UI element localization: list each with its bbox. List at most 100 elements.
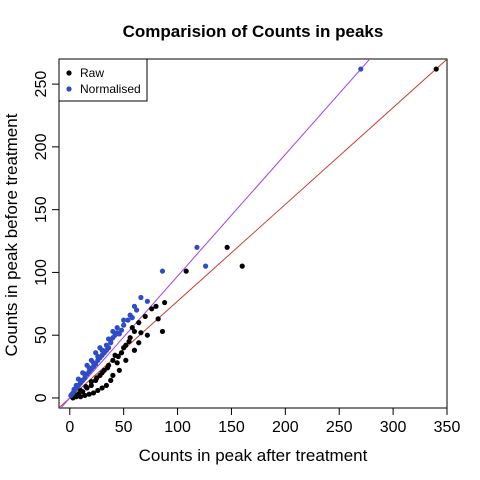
data-point: [80, 370, 86, 376]
data-point: [358, 66, 364, 72]
data-point: [121, 345, 127, 351]
data-point: [123, 357, 129, 363]
points-layer: [68, 66, 439, 401]
data-point: [73, 382, 79, 389]
data-point: [82, 392, 88, 399]
data-point: [94, 375, 100, 381]
data-point: [433, 66, 439, 72]
data-point: [149, 306, 155, 312]
data-point: [118, 350, 125, 356]
x-tick-label: 150: [218, 419, 245, 436]
legend: Raw Normalised: [58, 58, 148, 102]
legend-box: [58, 58, 148, 102]
y-axis-label: Counts in peak before treatment: [2, 113, 21, 356]
data-point: [103, 342, 110, 348]
data-point: [88, 379, 94, 385]
data-point: [162, 299, 168, 306]
x-tick-label: 200: [272, 419, 299, 436]
x-axis-label: Counts in peak after treatment: [139, 446, 368, 465]
data-point: [129, 325, 135, 331]
data-point: [68, 392, 74, 399]
data-point: [155, 316, 161, 322]
data-point: [125, 317, 131, 323]
series-normalised: [68, 66, 364, 399]
data-point: [126, 338, 132, 345]
data-point: [239, 263, 245, 269]
legend-marker: [66, 86, 72, 92]
data-point: [153, 303, 159, 309]
data-point: [105, 336, 112, 342]
data-point: [88, 382, 94, 389]
data-point: [121, 322, 127, 328]
data-point: [116, 331, 122, 337]
data-point: [84, 362, 90, 368]
normalised-fit-line: [60, 59, 371, 408]
data-point: [114, 325, 120, 331]
data-point: [202, 263, 209, 269]
data-point: [121, 317, 127, 323]
x-tick-label: 0: [65, 419, 74, 436]
data-point: [134, 307, 140, 313]
series-raw: [69, 66, 439, 401]
data-point: [131, 347, 138, 353]
data-point: [88, 357, 94, 363]
data-point: [97, 345, 103, 351]
data-point: [138, 294, 144, 301]
data-point: [95, 353, 101, 360]
data-point: [95, 357, 101, 363]
x-tick-label: 50: [115, 419, 133, 436]
y-tick-label: 0: [33, 393, 50, 402]
x-tick-label: 100: [164, 419, 191, 436]
data-point: [86, 391, 92, 397]
data-point: [138, 330, 144, 336]
data-point: [104, 365, 111, 371]
data-point: [115, 353, 121, 360]
data-point: [144, 332, 150, 338]
data-point: [136, 340, 142, 346]
legend-label: Raw: [80, 66, 104, 80]
data-point: [114, 360, 120, 366]
data-point: [142, 313, 148, 319]
data-point: [194, 244, 200, 250]
y-tick-label: 250: [33, 71, 50, 98]
data-point: [131, 328, 138, 335]
x-tick-label: 300: [380, 419, 407, 436]
x-tick-label: 250: [326, 419, 353, 436]
data-point: [110, 328, 116, 335]
data-point: [112, 332, 118, 338]
data-point: [93, 350, 99, 356]
data-point: [108, 377, 114, 383]
data-point: [110, 357, 116, 363]
x-tick-label: 350: [434, 419, 461, 436]
data-point: [183, 268, 189, 274]
x-axis: 0 50 100 150 200 250 300 350: [65, 407, 461, 436]
data-point: [71, 386, 77, 392]
data-point: [116, 367, 122, 373]
data-point: [127, 312, 133, 318]
chart-title: Comparision of Counts in peaks: [123, 22, 384, 41]
y-tick-label: 150: [33, 196, 50, 223]
data-point: [110, 372, 116, 378]
data-point: [144, 298, 150, 304]
y-axis: 0 50 100 150 200 250: [33, 71, 60, 402]
y-tick-label: 50: [33, 326, 50, 344]
data-point: [118, 327, 125, 333]
data-point: [159, 268, 166, 274]
data-point: [75, 376, 81, 382]
data-point: [90, 390, 97, 396]
legend-label: Normalised: [80, 82, 141, 96]
data-point: [159, 328, 166, 335]
data-point: [131, 303, 138, 309]
data-point: [83, 384, 89, 390]
data-point: [95, 387, 101, 394]
data-point: [99, 385, 105, 391]
data-point: [99, 370, 105, 376]
legend-marker: [66, 70, 72, 76]
y-tick-label: 100: [33, 259, 50, 286]
data-point: [136, 320, 142, 326]
y-tick-label: 200: [33, 133, 50, 160]
data-point: [77, 387, 84, 394]
data-point: [224, 244, 230, 250]
data-point: [103, 382, 110, 389]
